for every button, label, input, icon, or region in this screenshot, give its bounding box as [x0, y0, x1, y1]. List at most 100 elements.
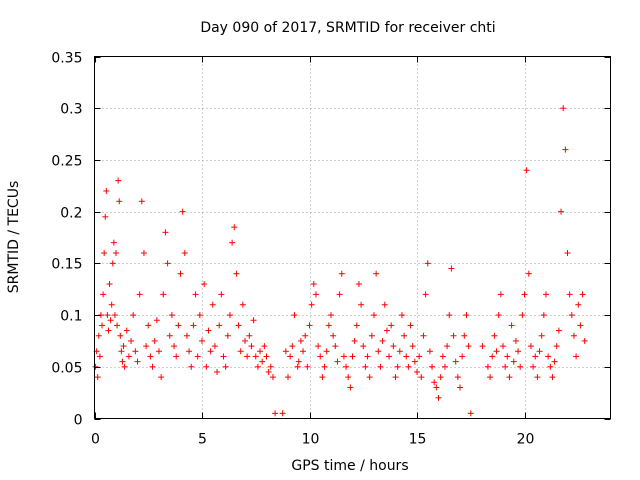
data-point [321, 363, 328, 370]
data-point [237, 348, 244, 355]
data-point [411, 358, 418, 365]
data-point [113, 250, 119, 257]
data-point [183, 332, 190, 339]
data-point [364, 353, 371, 360]
data-point [409, 343, 416, 350]
data-point [244, 353, 251, 360]
data-point [166, 332, 173, 339]
data-point [396, 348, 403, 355]
data-point [429, 363, 436, 370]
y-tick-label: 0 [74, 413, 83, 429]
data-point [308, 301, 315, 308]
data-point [104, 312, 111, 319]
data-point [340, 353, 347, 360]
data-point [343, 363, 350, 370]
data-point [205, 327, 212, 334]
axis-ticks [94, 56, 611, 420]
data-point [179, 208, 186, 215]
data-point [151, 337, 158, 344]
data-point [143, 343, 150, 350]
data-point [484, 363, 491, 370]
data-point [134, 358, 141, 365]
x-axis-label: GPS time / hours [291, 458, 408, 474]
data-point [117, 332, 124, 339]
data-point [506, 374, 513, 381]
data-point [164, 260, 171, 267]
data-point [500, 343, 506, 350]
data-point [375, 348, 382, 355]
data-point [566, 291, 573, 298]
data-point [99, 322, 106, 329]
data-point [392, 374, 399, 381]
data-point [317, 353, 324, 360]
data-point [502, 363, 509, 370]
data-point [504, 353, 511, 360]
chart-title: Day 090 of 2017, SRMTID for receiver cht… [200, 20, 495, 36]
data-point [186, 348, 193, 355]
data-point [441, 363, 448, 370]
data-point [177, 270, 184, 277]
data-point [250, 317, 257, 324]
data-point [269, 374, 276, 381]
data-point [564, 250, 571, 257]
data-point [368, 332, 375, 339]
data-point [383, 327, 390, 334]
data-point [279, 410, 286, 417]
data-point [570, 332, 577, 339]
x-tick-label: 20 [517, 432, 535, 448]
data-point [107, 317, 114, 324]
data-point [239, 301, 246, 308]
x-tick-label: 10 [302, 432, 320, 448]
data-point [128, 337, 135, 344]
data-point [332, 343, 339, 350]
data-point [360, 343, 367, 350]
data-point [242, 337, 248, 344]
data-point [116, 198, 123, 205]
data-point [118, 348, 125, 355]
data-point [487, 374, 494, 381]
data-point [454, 374, 461, 381]
data-point [229, 239, 236, 246]
data-point [530, 363, 537, 370]
data-point [312, 291, 319, 298]
data-point [173, 353, 180, 360]
data-point [248, 343, 255, 350]
y-tick-label: 0.25 [51, 154, 82, 170]
data-point [431, 379, 438, 386]
data-point [263, 353, 270, 360]
data-point [551, 358, 558, 365]
y-tick-label: 0.3 [60, 102, 82, 118]
data-point [345, 374, 352, 381]
data-point [515, 348, 522, 355]
data-point [491, 332, 498, 339]
data-point [543, 291, 549, 298]
data-point [254, 363, 261, 370]
data-point [452, 358, 459, 365]
data-point [214, 368, 221, 375]
data-point [188, 363, 195, 370]
data-point [257, 348, 264, 355]
data-point [121, 363, 128, 370]
data-point [192, 291, 199, 298]
data-point [252, 353, 259, 360]
y-tick-labels: 0 0.05 0.1 0.15 0.2 0.25 0.3 0.35 [51, 51, 82, 429]
data-point [132, 348, 139, 355]
data-point [294, 363, 301, 370]
data-point [171, 343, 178, 350]
data-point [394, 363, 401, 370]
data-point [362, 363, 369, 370]
data-point [448, 265, 455, 272]
data-point [381, 301, 388, 308]
data-point [140, 250, 147, 257]
data-point [467, 410, 474, 417]
data-points [92, 105, 588, 417]
data-point [211, 343, 218, 350]
data-point [424, 260, 431, 267]
data-point [136, 291, 143, 298]
x-tick-label: 5 [198, 432, 207, 448]
data-point [106, 281, 113, 288]
data-point [579, 291, 586, 298]
data-point [175, 322, 182, 329]
y-tick-label: 0.1 [60, 309, 82, 325]
data-point [422, 291, 429, 298]
